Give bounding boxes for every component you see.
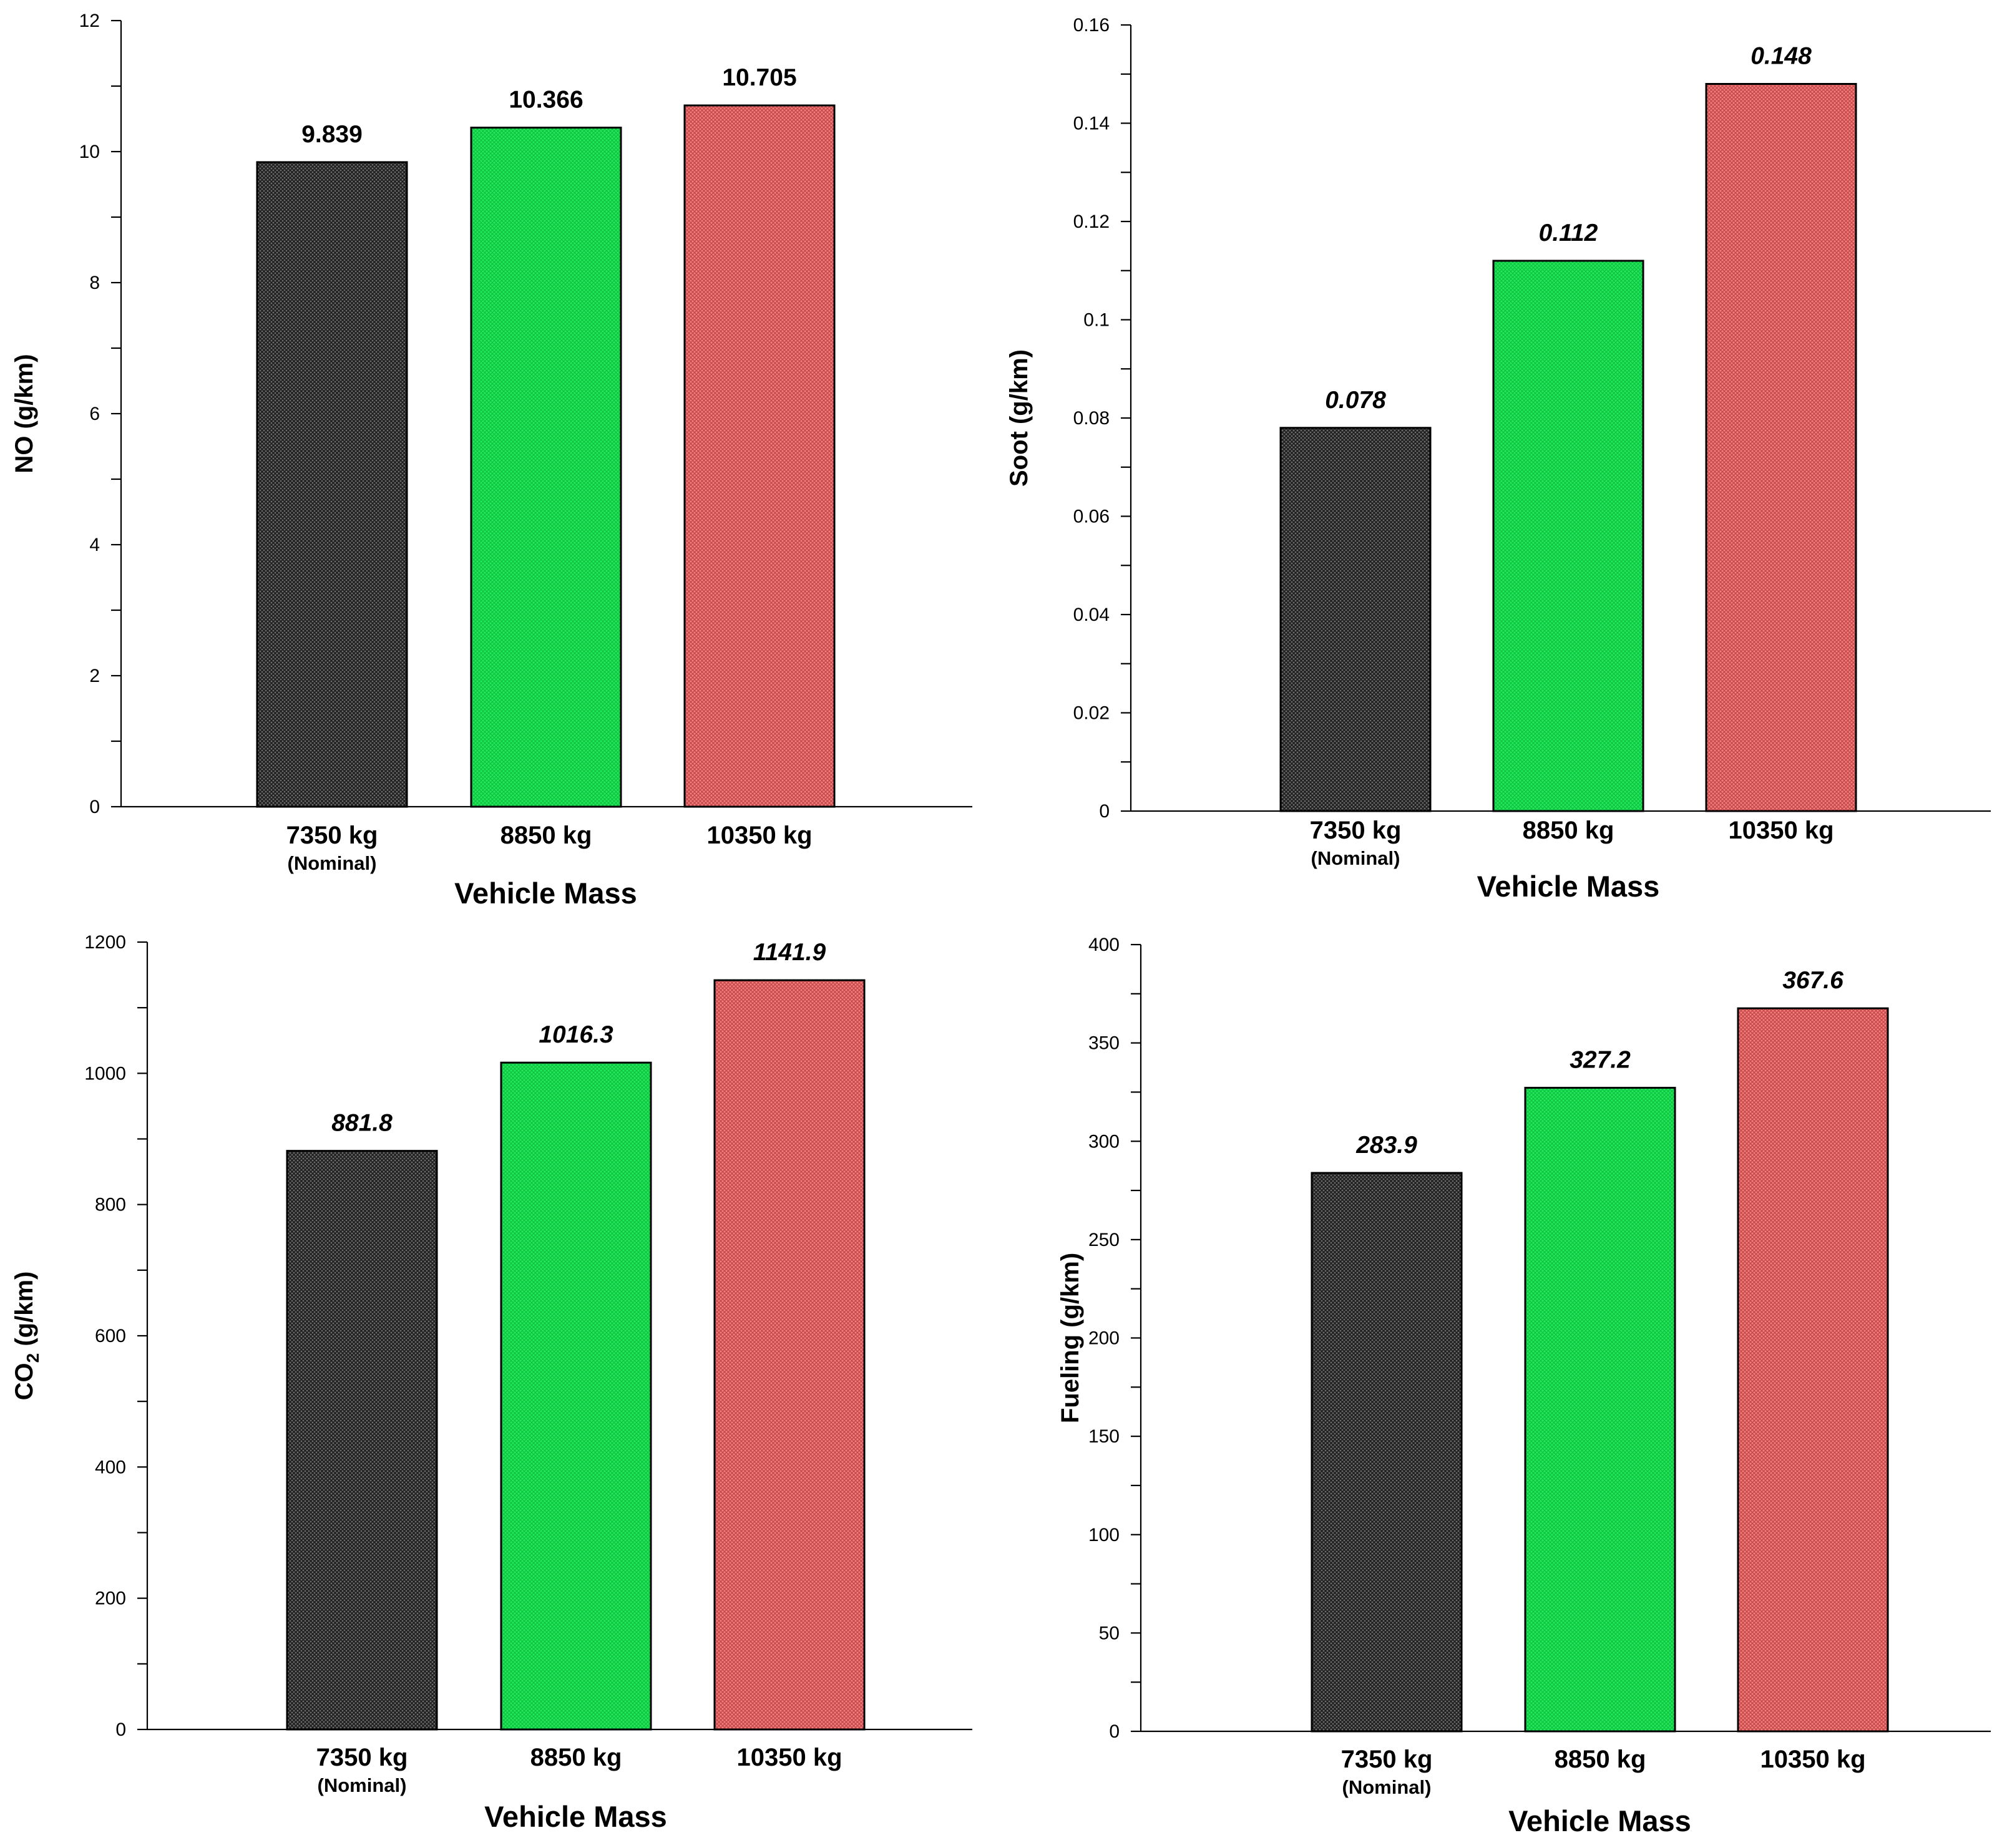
y-axis-label: CO2 (g/km) — [11, 1272, 42, 1401]
y-tick-label: 400 — [1088, 935, 1120, 955]
category-label: 10350 kg — [1760, 1746, 1865, 1773]
bar-8850 — [1524, 1087, 1676, 1733]
category-label: 7350 kg — [1341, 1746, 1433, 1773]
y-tick-label: 0.12 — [1073, 212, 1110, 232]
chart-no: 0 2 4 6 8 10 12 9.839 7350 kg (Nominal) 10.366 8850… — [11, 11, 972, 910]
category-label: 10350 kg — [1728, 817, 1834, 844]
y-tick-label: 6 — [89, 404, 100, 424]
category-sublabel: (Nominal) — [1311, 847, 1400, 869]
y-tick-label: 0.04 — [1073, 605, 1110, 625]
y-axis-label: Fueling (g/km) — [1057, 1253, 1084, 1423]
x-axis-label: Vehicle Mass — [1477, 870, 1660, 903]
y-tick-label: 10 — [79, 142, 100, 162]
y-tick-label: 8 — [89, 273, 100, 293]
category-label: 7350 kg — [1310, 817, 1402, 844]
y-tick-label: 2 — [89, 666, 100, 686]
category-sublabel: (Nominal) — [288, 852, 377, 874]
category-label: 7350 kg — [286, 822, 378, 849]
y-tick-label: 0.1 — [1083, 310, 1110, 331]
y-tick-label: 1000 — [84, 1063, 126, 1084]
bar-10350 — [713, 979, 866, 1731]
bar-10350 — [683, 104, 836, 808]
value-label: 10.366 — [509, 87, 583, 114]
bar-7350 — [1311, 1172, 1463, 1733]
category-label: 10350 kg — [736, 1744, 842, 1771]
y-axis-label: Soot (g/km) — [1005, 349, 1033, 487]
y-tick-label: 0.06 — [1073, 507, 1110, 527]
value-label: 327.2 — [1570, 1047, 1631, 1074]
y-tick-label: 600 — [95, 1326, 126, 1346]
category-label: 8850 kg — [530, 1744, 622, 1771]
chart-soot: 0 0.02 0.04 0.06 0.08 0.1 0.12 0.14 0.16 0.078 735… — [1005, 15, 1991, 903]
y-tick-label: 4 — [89, 535, 100, 555]
y-tick-label: 0 — [1099, 801, 1110, 822]
y-tick-label: 250 — [1088, 1230, 1120, 1250]
value-label: 367.6 — [1782, 967, 1843, 994]
value-label: 1016.3 — [539, 1021, 613, 1048]
x-axis-label: Vehicle Mass — [484, 1800, 667, 1833]
bar-7350 — [256, 161, 408, 808]
value-label: 10.705 — [722, 64, 796, 91]
bar-8850 — [470, 127, 622, 808]
y-tick-label: 0.02 — [1073, 703, 1110, 724]
y-tick-label: 0 — [89, 797, 100, 817]
y-tick-label: 12 — [79, 11, 100, 31]
y-tick-label: 800 — [95, 1195, 126, 1215]
bar-10350 — [1705, 83, 1857, 812]
value-label: 0.112 — [1539, 220, 1598, 246]
category-sublabel: (Nominal) — [318, 1774, 407, 1796]
value-label: 0.078 — [1325, 387, 1386, 414]
x-axis-label: Vehicle Mass — [454, 877, 637, 910]
category-label: 8850 kg — [1555, 1746, 1646, 1773]
y-tick-label: 1200 — [84, 932, 126, 953]
bar-8850 — [1492, 260, 1644, 812]
y-tick-label: 0.14 — [1073, 114, 1110, 134]
y-tick-label: 300 — [1088, 1131, 1120, 1152]
y-tick-label: 200 — [95, 1588, 126, 1609]
value-label: 0.148 — [1751, 43, 1812, 70]
chart-co2: 0 200 400 600 800 1000 1200 881.8 7350 kg (Nomina… — [11, 932, 972, 1833]
bar-8850 — [500, 1061, 652, 1731]
y-tick-label: 0.08 — [1073, 408, 1110, 429]
y-tick-label: 100 — [1088, 1525, 1120, 1545]
y-tick-label: 400 — [95, 1457, 126, 1477]
y-tick-label: 200 — [1088, 1328, 1120, 1349]
bar-7350 — [286, 1150, 438, 1731]
value-label: 881.8 — [331, 1110, 393, 1137]
category-label: 10350 kg — [706, 822, 812, 849]
x-axis-label: Vehicle Mass — [1508, 1804, 1691, 1837]
y-axis-label: NO (g/km) — [11, 354, 38, 473]
category-sublabel: (Nominal) — [1342, 1776, 1432, 1798]
value-label: 9.839 — [301, 121, 363, 148]
category-label: 7350 kg — [316, 1744, 408, 1771]
chart-fueling: 0 50 100 150 200 250 300 350 400 283.9 7350 kg (Nom… — [1057, 935, 1991, 1837]
y-tick-label: 0 — [115, 1719, 126, 1740]
value-label: 283.9 — [1355, 1132, 1417, 1159]
category-label: 8850 kg — [1523, 817, 1614, 844]
value-label: 1141.9 — [753, 939, 826, 966]
category-label: 8850 kg — [501, 822, 592, 849]
y-tick-label: 350 — [1088, 1033, 1120, 1054]
bar-7350 — [1279, 427, 1432, 812]
bar-10350 — [1737, 1007, 1889, 1733]
y-tick-label: 0.16 — [1073, 15, 1110, 36]
y-tick-label: 50 — [1099, 1623, 1120, 1643]
y-tick-label: 0 — [1109, 1721, 1120, 1742]
y-tick-label: 150 — [1088, 1426, 1120, 1447]
